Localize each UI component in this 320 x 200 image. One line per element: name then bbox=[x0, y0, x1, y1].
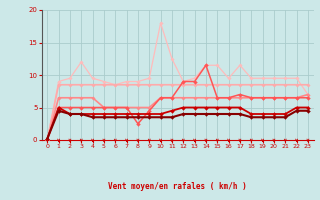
Text: Vent moyen/en rafales ( km/h ): Vent moyen/en rafales ( km/h ) bbox=[108, 182, 247, 191]
